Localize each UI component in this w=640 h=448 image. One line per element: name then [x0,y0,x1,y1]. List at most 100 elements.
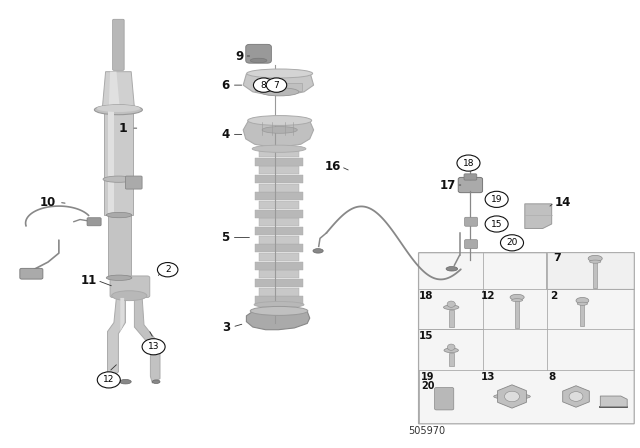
Polygon shape [255,245,303,252]
Ellipse shape [247,69,312,78]
Ellipse shape [577,302,588,306]
Polygon shape [246,311,310,330]
Ellipse shape [120,379,131,384]
Text: 4: 4 [221,128,229,141]
Text: 1: 1 [118,121,127,135]
FancyBboxPatch shape [449,353,454,366]
Ellipse shape [248,116,312,125]
Ellipse shape [447,301,455,307]
Circle shape [97,372,120,388]
Text: 20: 20 [420,381,435,391]
Text: 17: 17 [440,178,456,192]
Polygon shape [243,74,314,95]
Ellipse shape [446,267,458,271]
Text: 15: 15 [419,331,433,341]
Ellipse shape [106,275,132,280]
Circle shape [142,339,165,355]
Text: 13: 13 [148,342,159,351]
FancyBboxPatch shape [246,44,271,63]
Text: 8: 8 [261,81,266,90]
Polygon shape [120,298,124,332]
FancyBboxPatch shape [547,253,634,289]
Polygon shape [259,167,299,174]
Circle shape [266,78,287,92]
Text: 18: 18 [463,159,474,168]
Polygon shape [255,175,303,183]
Polygon shape [563,386,589,407]
FancyBboxPatch shape [580,304,584,326]
Polygon shape [259,219,299,226]
FancyBboxPatch shape [515,300,520,328]
Text: 2: 2 [550,291,557,301]
Polygon shape [259,288,299,296]
Circle shape [157,263,178,277]
Text: 10: 10 [40,196,56,209]
Polygon shape [259,253,299,261]
FancyBboxPatch shape [419,253,634,424]
FancyBboxPatch shape [113,19,124,70]
Ellipse shape [95,105,143,115]
Polygon shape [255,83,302,91]
Text: 15: 15 [491,220,502,228]
Circle shape [500,235,524,251]
Ellipse shape [447,344,455,350]
Polygon shape [255,227,303,235]
FancyBboxPatch shape [465,217,477,226]
Circle shape [457,155,480,171]
Circle shape [504,391,520,402]
Polygon shape [104,110,133,215]
Circle shape [569,392,583,401]
Ellipse shape [250,58,267,63]
Text: 5: 5 [221,231,229,244]
Ellipse shape [260,88,299,96]
Polygon shape [525,204,552,228]
Ellipse shape [254,302,304,308]
Polygon shape [600,396,627,407]
Text: 7: 7 [274,81,279,90]
Ellipse shape [106,212,132,218]
Polygon shape [109,72,120,108]
Ellipse shape [589,260,601,263]
Ellipse shape [588,255,602,262]
Text: 20: 20 [506,238,518,247]
Polygon shape [255,193,303,200]
Text: 12: 12 [103,375,115,384]
Polygon shape [259,271,299,278]
Ellipse shape [152,380,160,383]
Text: 16: 16 [324,160,341,173]
Polygon shape [255,262,303,270]
Polygon shape [108,110,114,215]
Ellipse shape [510,294,524,300]
Ellipse shape [112,279,147,290]
Text: 505970: 505970 [408,426,445,436]
Polygon shape [259,201,299,209]
FancyBboxPatch shape [87,218,101,226]
Ellipse shape [576,297,589,304]
Circle shape [485,216,508,232]
Ellipse shape [97,105,140,112]
FancyBboxPatch shape [20,268,43,279]
Circle shape [253,78,274,92]
Ellipse shape [444,348,458,353]
Polygon shape [108,215,131,278]
Ellipse shape [250,306,308,315]
Polygon shape [259,184,299,192]
Polygon shape [255,279,303,287]
FancyBboxPatch shape [125,176,142,189]
Ellipse shape [493,393,531,400]
Polygon shape [255,297,303,304]
Text: 8: 8 [548,372,556,382]
Text: 11: 11 [80,274,97,287]
FancyBboxPatch shape [449,310,454,327]
FancyBboxPatch shape [593,262,598,288]
Ellipse shape [262,126,298,134]
Polygon shape [116,297,160,383]
Polygon shape [255,158,303,166]
Text: 9: 9 [236,49,243,63]
Text: 2: 2 [165,265,170,274]
Polygon shape [259,236,299,244]
FancyBboxPatch shape [464,174,477,180]
FancyBboxPatch shape [110,276,150,297]
Text: 18: 18 [419,291,433,301]
Polygon shape [259,149,299,157]
